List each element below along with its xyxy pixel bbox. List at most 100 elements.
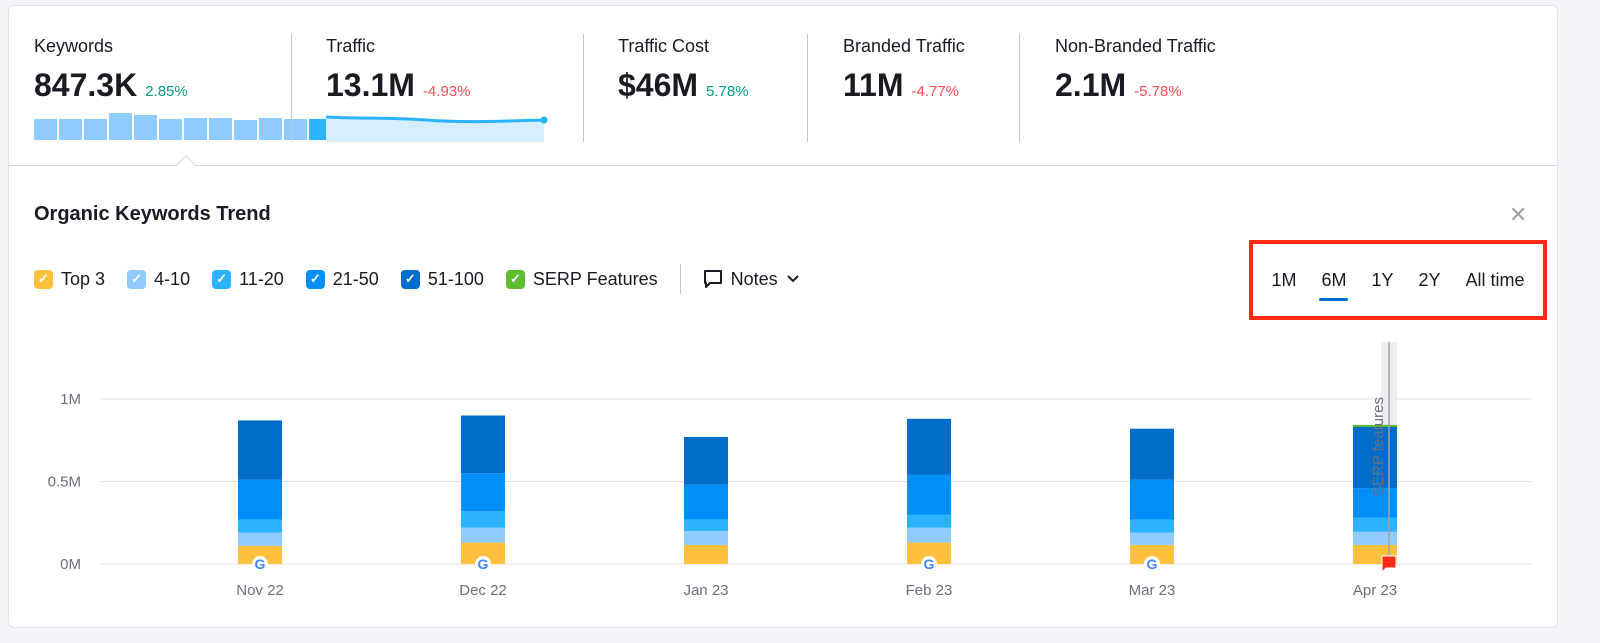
- bar-segment[interactable]: [907, 474, 951, 515]
- divider: [1019, 34, 1020, 142]
- google-icon[interactable]: G: [1144, 556, 1160, 572]
- legend-label: 11-20: [239, 268, 284, 289]
- dashboard-card: Keywords 847.3K 2.85% Traffic 13.1M -4.93%…: [8, 5, 1558, 628]
- bar-segment[interactable]: [684, 531, 728, 546]
- y-tick-label: 0.5M: [48, 474, 81, 491]
- svg-text:G: G: [478, 556, 489, 572]
- bar-segment[interactable]: [1130, 479, 1174, 520]
- checkbox-checked-icon[interactable]: ✓: [505, 269, 525, 289]
- divider: [807, 34, 808, 142]
- divider: [291, 34, 292, 142]
- range-tab[interactable]: 1Y: [1371, 269, 1394, 290]
- legend-toggle[interactable]: ✓ 21-50: [305, 269, 379, 290]
- flag-icon[interactable]: [1381, 555, 1397, 574]
- bar-segment[interactable]: [1353, 531, 1397, 546]
- keywords-trend-chart: 0M 0.5M 1M Nov 22 G Dec 22 G Jan 23 Feb 23 G Mar 2…: [48, 342, 1531, 599]
- legend-label: 51-100: [427, 268, 484, 289]
- spark-bar: [34, 119, 57, 140]
- metric-label: Branded Traffic: [843, 36, 965, 56]
- checkbox-checked-icon[interactable]: ✓: [212, 269, 232, 289]
- spark-bar: [184, 118, 207, 140]
- legend-toggle[interactable]: ✓ 51-100: [400, 268, 484, 290]
- spark-bar: [284, 119, 307, 140]
- checkbox-checked-icon[interactable]: ✓: [400, 269, 420, 289]
- close-icon[interactable]: ✕: [1509, 202, 1528, 227]
- spark-bar: [209, 117, 232, 140]
- legend-label: Top 3: [61, 268, 106, 289]
- metric-label: Keywords: [34, 36, 114, 56]
- metric-traffic-cost[interactable]: Traffic Cost $46M 5.78%: [618, 36, 749, 104]
- google-icon[interactable]: G: [475, 556, 491, 572]
- bar-segment[interactable]: [238, 519, 282, 533]
- bar-segment[interactable]: [238, 479, 282, 520]
- spark-bar: [109, 113, 132, 140]
- bar-segment[interactable]: [461, 527, 505, 543]
- checkbox-checked-icon[interactable]: ✓: [127, 269, 147, 289]
- bar-segment[interactable]: [684, 484, 728, 520]
- bar-segment[interactable]: [1130, 532, 1174, 546]
- checkbox-checked-icon[interactable]: ✓: [305, 269, 325, 289]
- metric-value: 13.1M: [326, 67, 415, 103]
- legend-label: SERP Features: [532, 268, 658, 289]
- range-tab[interactable]: 1M: [1271, 269, 1297, 290]
- spark-bar: [259, 117, 282, 140]
- bar-segment[interactable]: [684, 545, 728, 564]
- spark-bar: [234, 120, 257, 140]
- x-tick-label: Apr 23: [1353, 582, 1397, 599]
- notes-label: Notes: [730, 268, 778, 289]
- metric-branded-traffic[interactable]: Branded Traffic 11M -4.77%: [843, 36, 965, 104]
- bar-segment[interactable]: [1130, 545, 1174, 564]
- range-tab[interactable]: All time: [1465, 269, 1525, 290]
- legend: ✓ Top 3 ✓ 4-10 ✓ 11-20 ✓ 21-50 ✓ 51-100 ✓ SERP Feat…: [34, 264, 800, 294]
- metric-change: 5.78%: [706, 83, 749, 100]
- time-range-selector: 1M 6M 1Y 2Y All time: [1249, 240, 1547, 320]
- bar-segment[interactable]: [461, 473, 505, 512]
- x-tick-label: Dec 22: [459, 582, 507, 599]
- metric-label: Non-Branded Traffic: [1055, 36, 1216, 56]
- bar-segment[interactable]: [907, 418, 951, 475]
- svg-text:G: G: [924, 556, 935, 572]
- traffic-sparkline: [326, 115, 548, 142]
- y-tick-label: 0M: [60, 556, 81, 573]
- legend-toggle[interactable]: ✓ 4-10: [127, 269, 190, 290]
- bar-segment[interactable]: [461, 542, 505, 564]
- bar-segment[interactable]: [684, 519, 728, 531]
- range-tab[interactable]: 6M: [1319, 264, 1349, 301]
- bar-segment[interactable]: [1353, 424, 1397, 427]
- bar-segment[interactable]: [1130, 519, 1174, 533]
- bar-segment[interactable]: [238, 545, 282, 564]
- bar-segment[interactable]: [238, 532, 282, 546]
- bar-segment[interactable]: [684, 436, 728, 485]
- google-icon[interactable]: G: [921, 556, 937, 572]
- spark-bar: [134, 114, 157, 140]
- bar-segment[interactable]: [907, 514, 951, 528]
- metric-traffic[interactable]: Traffic 13.1M -4.93%: [326, 36, 470, 104]
- metric-change: -5.78%: [1134, 83, 1182, 100]
- svg-text:G: G: [255, 556, 266, 572]
- bar-segment[interactable]: [461, 415, 505, 474]
- bar-segment[interactable]: [907, 527, 951, 543]
- metric-value: 11M: [843, 67, 904, 103]
- bar-segment[interactable]: [907, 542, 951, 564]
- bar-segment[interactable]: [238, 420, 282, 480]
- svg-text:G: G: [1147, 556, 1158, 572]
- metric-non-branded-traffic[interactable]: Non-Branded Traffic 2.1M -5.78%: [1055, 36, 1216, 104]
- notes-dropdown[interactable]: Notes: [703, 268, 800, 290]
- metric-keywords[interactable]: Keywords 847.3K 2.85%: [34, 36, 188, 104]
- legend-toggle[interactable]: ✓ 11-20: [212, 269, 284, 290]
- bar-segment[interactable]: [461, 511, 505, 528]
- spark-bar: [159, 119, 182, 140]
- legend-label: 4-10: [154, 268, 191, 289]
- bar-segment[interactable]: [1353, 517, 1397, 532]
- google-icon[interactable]: G: [252, 556, 268, 572]
- checkbox-checked-icon[interactable]: ✓: [34, 269, 53, 289]
- metric-label: Traffic Cost: [618, 36, 710, 56]
- legend-toggle[interactable]: ✓ SERP Features: [505, 268, 658, 290]
- legend-toggle[interactable]: ✓ Top 3: [34, 269, 105, 290]
- metrics-bar: Keywords 847.3K 2.85% Traffic 13.1M -4.93%…: [9, 6, 1557, 166]
- bar-segment[interactable]: [1130, 428, 1174, 480]
- spark-bar: [59, 119, 82, 140]
- range-tab[interactable]: 2Y: [1418, 269, 1441, 290]
- annotation-label: SERP features: [1370, 397, 1387, 496]
- x-tick-label: Jan 23: [683, 582, 728, 599]
